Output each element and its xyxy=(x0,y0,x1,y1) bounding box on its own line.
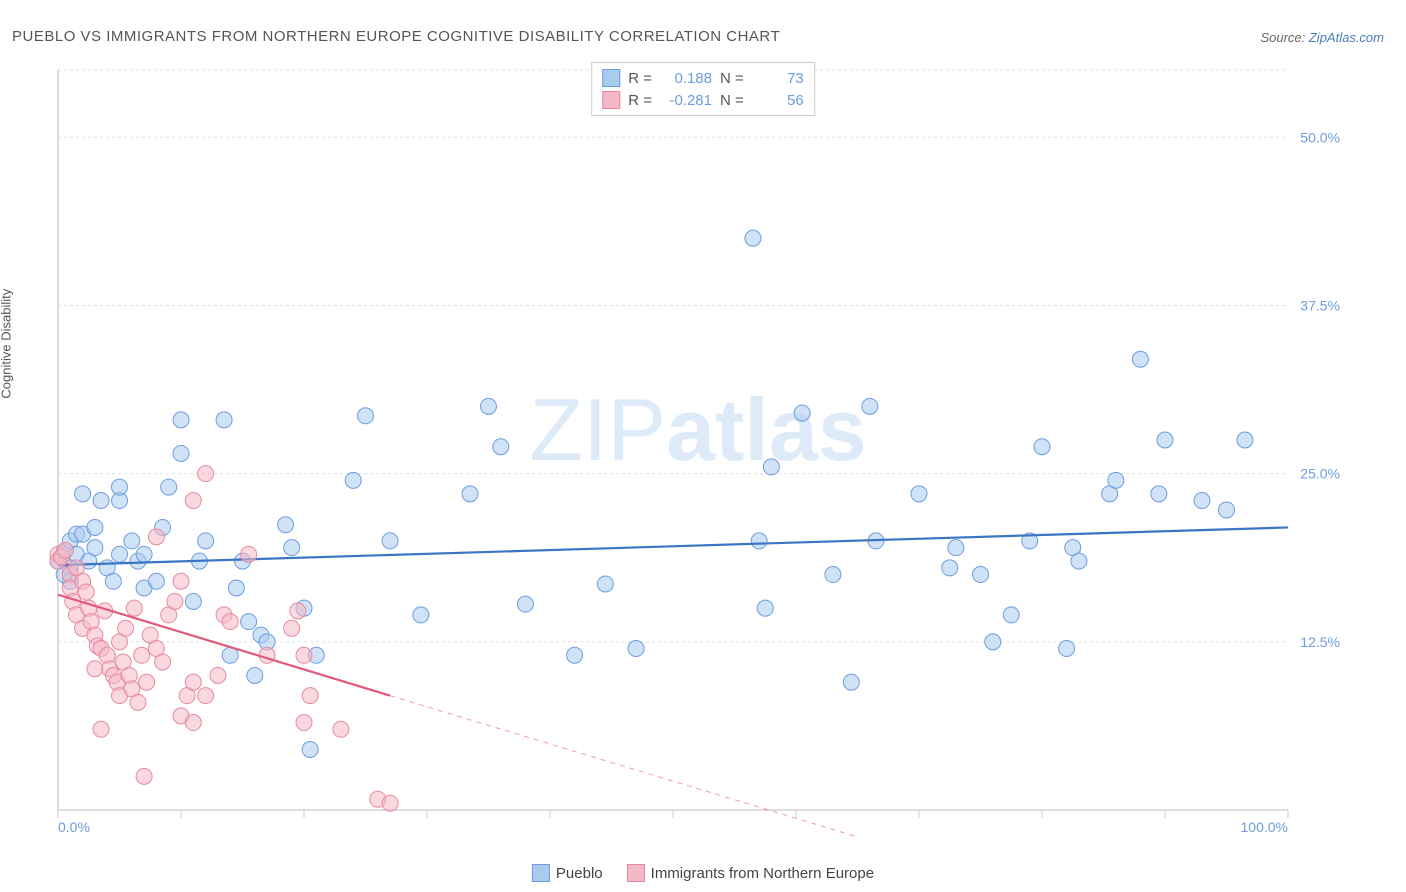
stats-r-pueblo: 0.188 xyxy=(660,70,712,87)
correlation-chart: PUEBLO VS IMMIGRANTS FROM NORTHERN EUROP… xyxy=(0,0,1406,892)
stats-r-immigrants: -0.281 xyxy=(660,92,712,109)
svg-text:0.0%: 0.0% xyxy=(58,819,90,835)
svg-text:37.5%: 37.5% xyxy=(1300,297,1340,313)
bottom-legend: Pueblo Immigrants from Northern Europe xyxy=(532,864,874,882)
source-link[interactable]: ZipAtlas.com xyxy=(1309,30,1384,45)
svg-text:25.0%: 25.0% xyxy=(1300,466,1340,482)
source-citation: Source: ZipAtlas.com xyxy=(1260,30,1384,45)
plot-svg: ZIPatlas 12.5% 25.0% 37.5% 50.0% 0.0% 100.0% xyxy=(48,60,1348,840)
y-axis-label: Cognitive Disability xyxy=(0,289,14,399)
stats-n-immigrants: 56 xyxy=(752,92,804,109)
stats-n-label: N = xyxy=(720,70,744,87)
stats-legend-box: R = 0.188 N = 73 R = -0.281 N = 56 xyxy=(591,62,815,116)
svg-text:12.5%: 12.5% xyxy=(1300,634,1340,650)
stats-row-immigrants: R = -0.281 N = 56 xyxy=(602,89,804,111)
stats-row-pueblo: R = 0.188 N = 73 xyxy=(602,67,804,89)
stats-n-label: N = xyxy=(720,92,744,109)
svg-text:100.0%: 100.0% xyxy=(1241,819,1288,835)
plot-area: ZIPatlas 12.5% 25.0% 37.5% 50.0% 0.0% 100.0% xyxy=(48,60,1348,840)
legend-item-pueblo: Pueblo xyxy=(532,864,603,882)
stats-r-label: R = xyxy=(628,70,652,87)
legend-label-pueblo: Pueblo xyxy=(556,865,603,882)
legend-label-immigrants: Immigrants from Northern Europe xyxy=(651,865,874,882)
legend-swatch-immigrants xyxy=(627,864,645,882)
legend-swatch-pueblo xyxy=(532,864,550,882)
stats-swatch-pueblo xyxy=(602,69,620,87)
stats-swatch-immigrants xyxy=(602,91,620,109)
source-label: Source: xyxy=(1260,30,1308,45)
chart-title: PUEBLO VS IMMIGRANTS FROM NORTHERN EUROP… xyxy=(12,28,780,45)
stats-n-pueblo: 73 xyxy=(752,70,804,87)
stats-r-label: R = xyxy=(628,92,652,109)
legend-item-immigrants: Immigrants from Northern Europe xyxy=(627,864,874,882)
svg-text:ZIPatlas: ZIPatlas xyxy=(529,380,866,479)
svg-text:50.0%: 50.0% xyxy=(1300,129,1340,145)
